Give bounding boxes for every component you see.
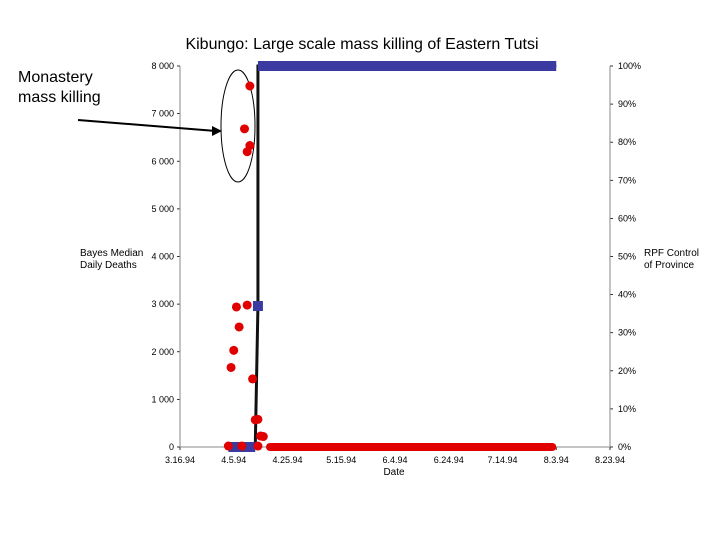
y-right-tick-label: 10% <box>618 404 636 414</box>
y-right-tick-label: 80% <box>618 137 636 147</box>
y-right-tick-label: 90% <box>618 99 636 109</box>
deaths-point <box>240 124 249 134</box>
y-left-tick-label: 5 000 <box>151 204 174 214</box>
x-tick-label: 4.25.94 <box>272 455 302 465</box>
x-tick-label: 6.24.94 <box>434 455 464 465</box>
annotation-arrow-head <box>212 126 222 136</box>
x-axis-label: Date <box>383 467 405 478</box>
y-left-tick-label: 3 000 <box>151 299 174 309</box>
chart-title: Kibungo: Large scale mass killing of Eas… <box>185 36 538 53</box>
x-tick-label: 5.15.94 <box>326 455 356 465</box>
rpf-control-band-top <box>257 61 557 71</box>
deaths-point <box>226 362 236 372</box>
y-axis-left-label: Bayes Median Daily Deaths <box>80 248 143 271</box>
y-right-tick-label: 30% <box>618 328 636 338</box>
rpf-control-point <box>252 301 263 312</box>
y-right-tick-label: 60% <box>618 213 636 223</box>
x-tick-label: 8.23.94 <box>595 455 625 465</box>
x-tick-label: 8.3.94 <box>544 455 569 465</box>
y-right-tick-label: 20% <box>618 366 636 376</box>
x-tick-label: 6.4.94 <box>382 455 407 465</box>
y-right-tick-label: 0% <box>618 442 631 452</box>
deaths-point <box>223 441 233 451</box>
deaths-point <box>253 441 263 451</box>
y-right-tick-label: 50% <box>618 252 636 262</box>
annotation-ellipse <box>220 69 256 183</box>
rpf-control-line <box>228 64 557 449</box>
y-left-tick-label: 8 000 <box>151 61 174 71</box>
x-tick-label: 3.16.94 <box>165 455 195 465</box>
deaths-point <box>242 147 252 157</box>
series-marks <box>223 61 557 452</box>
deaths-point <box>234 322 244 332</box>
deaths-point <box>231 302 241 312</box>
y-left-tick-label: 7 000 <box>151 109 174 119</box>
y-left-tick-label: 0 <box>169 442 174 452</box>
y-right-tick-label: 40% <box>618 290 636 300</box>
deaths-point <box>248 374 258 384</box>
annotation-arrow-line <box>77 119 217 132</box>
deaths-point <box>229 345 239 355</box>
deaths-point <box>237 441 247 451</box>
deaths-point <box>253 414 263 424</box>
x-tick-label: 4.5.94 <box>221 455 246 465</box>
y-left-tick-label: 2 000 <box>151 347 174 357</box>
deaths-point <box>245 81 255 91</box>
deaths-floor-line <box>266 443 557 451</box>
y-right-tick-label: 100% <box>618 61 641 71</box>
axes: 0 1 000 2 000 3 000 4 000 5 000 6 000 7 000 8 00… <box>151 61 641 465</box>
annotation-marks <box>77 69 256 183</box>
y-left-tick-label: 6 000 <box>151 156 174 166</box>
deaths-point <box>258 432 268 442</box>
y-left-tick-label: 4 000 <box>151 252 174 262</box>
y-left-tick-label: 1 000 <box>151 394 174 404</box>
deaths-point <box>242 300 252 310</box>
annotation-label: Monastery mass killing <box>18 69 101 106</box>
y-right-tick-label: 70% <box>618 175 636 185</box>
y-axis-right-label: RPF Control of Province <box>644 248 699 271</box>
x-tick-label: 7.14.94 <box>487 455 517 465</box>
